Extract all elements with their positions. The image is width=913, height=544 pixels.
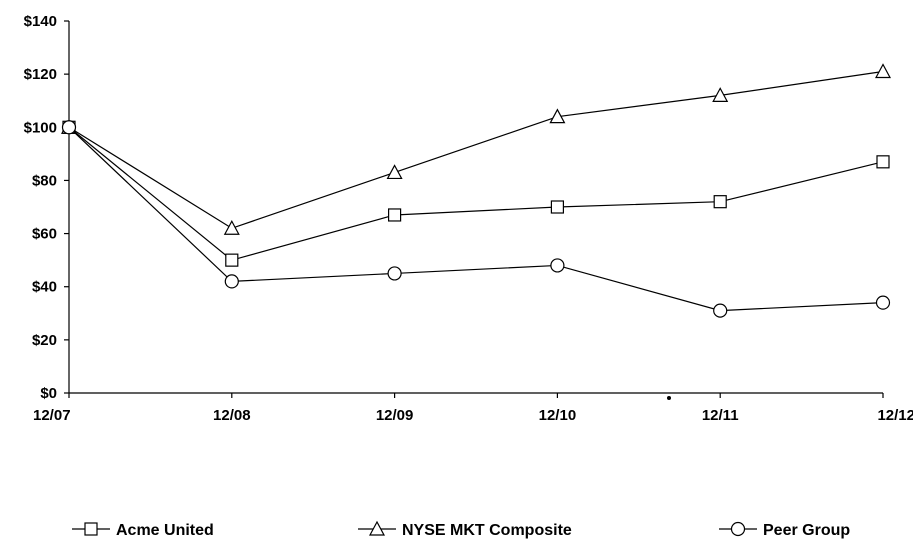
- data-point: [224, 274, 239, 289]
- y-tick-label: $20: [32, 332, 57, 349]
- legend-label: Peer Group: [763, 522, 850, 539]
- legend-item: NYSE MKT Composite: [358, 520, 572, 539]
- y-tick-label: $0: [40, 385, 57, 402]
- legend-marker: [368, 520, 386, 536]
- y-tick-label: $60: [32, 226, 57, 243]
- data-point: [550, 200, 565, 214]
- series-line: [68, 126, 884, 312]
- data-point: [713, 195, 727, 209]
- series-triangle: [60, 63, 892, 235]
- x-tick-label: 12/11: [702, 407, 739, 424]
- stray-dot: [667, 396, 671, 400]
- data-point: [874, 63, 892, 79]
- data-point: [875, 295, 891, 310]
- data-point: [712, 87, 729, 103]
- y-tick-label: $80: [32, 172, 57, 189]
- legend-item: Acme United: [72, 522, 214, 539]
- data-point: [61, 120, 77, 135]
- data-point: [388, 208, 402, 222]
- series-line: [68, 70, 884, 229]
- data-point: [386, 164, 403, 180]
- data-point: [387, 266, 402, 281]
- y-tick-label: $40: [32, 279, 57, 296]
- data-point: [549, 108, 566, 124]
- x-axis: 12/07 12/08 12/09 12/10 12/11 12/12: [33, 392, 913, 424]
- y-tick-label: $140: [24, 13, 57, 30]
- series-square: [62, 120, 890, 267]
- data-point: [225, 253, 239, 267]
- data-point: [223, 219, 240, 235]
- y-tick-label: $100: [24, 119, 57, 136]
- legend-label: NYSE MKT Composite: [402, 522, 572, 539]
- x-tick-label: 12/12: [877, 407, 913, 424]
- legend-label: Acme United: [116, 522, 214, 539]
- legend-item: Peer Group: [719, 521, 850, 539]
- x-tick-label: 12/07: [33, 407, 71, 424]
- series-circle: [61, 120, 891, 318]
- x-tick-label: 12/10: [539, 407, 577, 424]
- series-line: [68, 126, 884, 261]
- data-point: [713, 303, 728, 318]
- data-point: [550, 258, 565, 273]
- y-tick-label: $120: [24, 66, 57, 83]
- legend-marker: [84, 522, 98, 536]
- y-axis: $0 $20 $40 $60 $80 $100 $120 $140: [24, 13, 70, 402]
- legend-marker: [730, 521, 746, 537]
- x-tick-label: 12/08: [213, 407, 251, 424]
- legend: Acme United NYSE MKT Composite Peer Group: [72, 520, 850, 539]
- x-tick-label: 12/09: [376, 407, 414, 424]
- series-layer: [60, 63, 892, 318]
- data-point: [876, 155, 890, 169]
